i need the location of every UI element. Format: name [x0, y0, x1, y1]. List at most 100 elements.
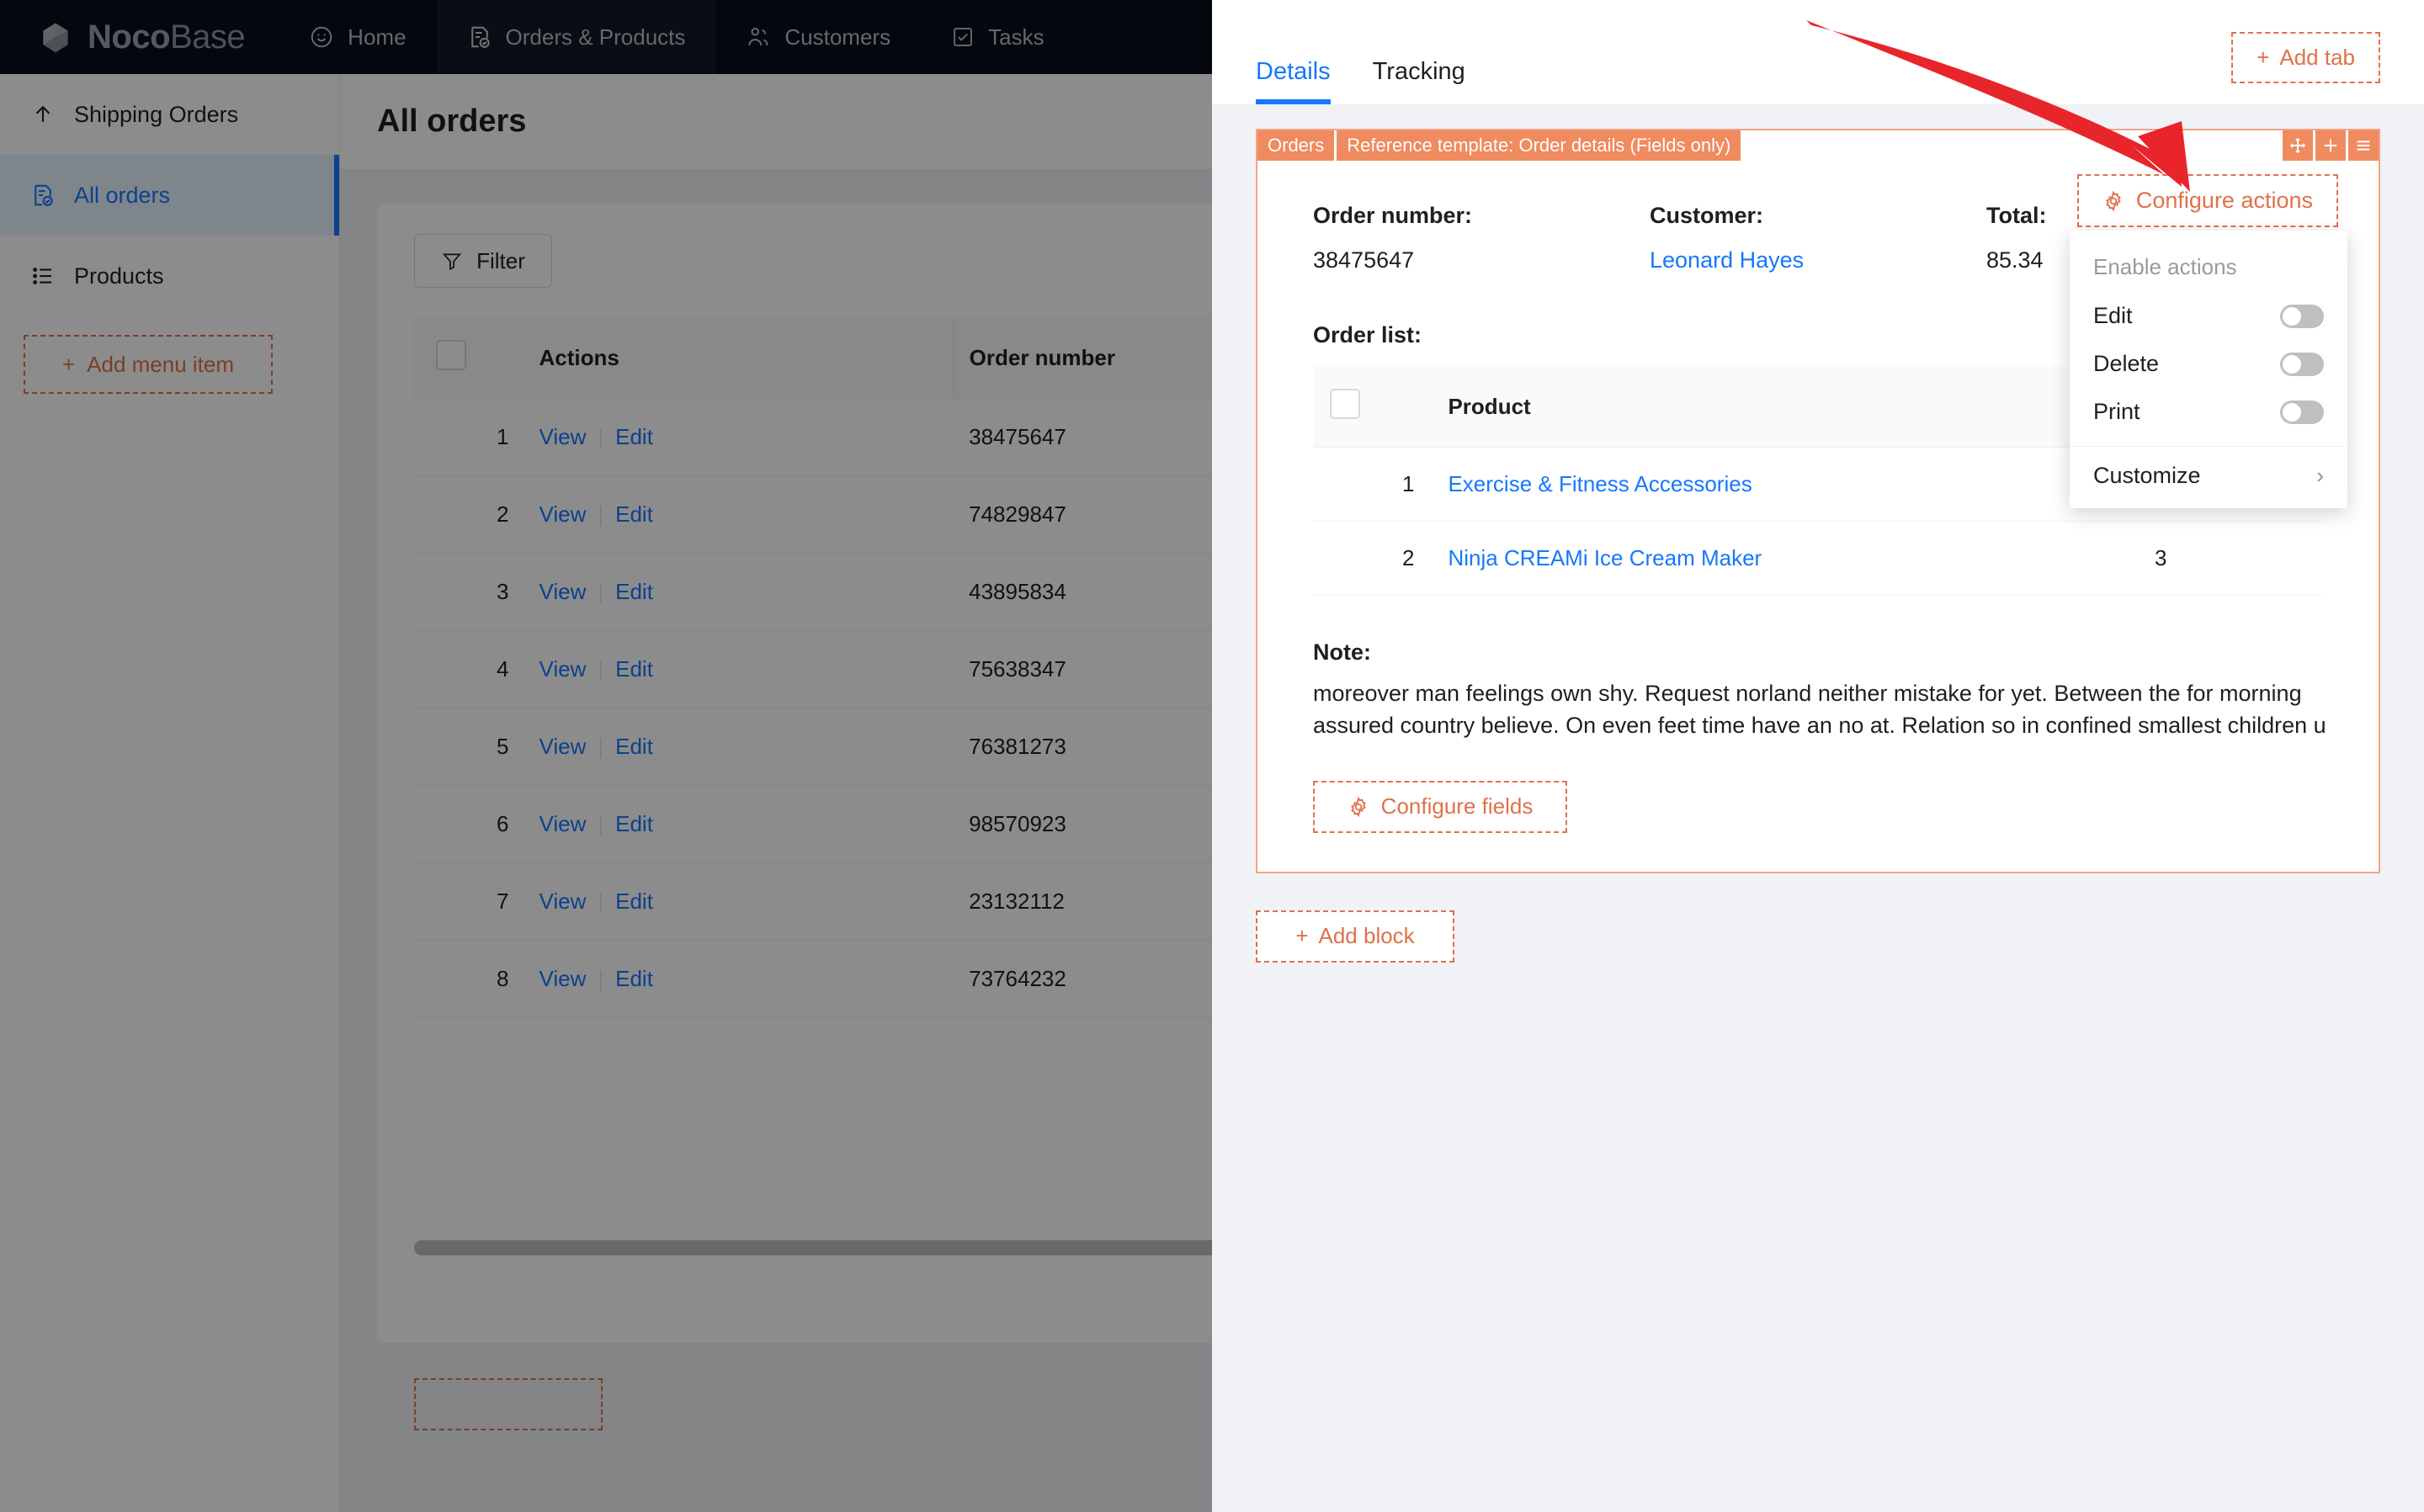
edit-link[interactable]: Edit [615, 501, 653, 527]
row-select-cell [414, 785, 481, 863]
field-order-number-value: 38475647 [1313, 247, 1415, 273]
row-actions-cell: View | Edit [524, 630, 954, 708]
edit-link[interactable]: Edit [615, 424, 653, 449]
menu-row-print[interactable]: Print [2070, 388, 2347, 436]
sidebar-item-shipping-orders-label: Shipping Orders [74, 101, 239, 127]
sidebar-item-all-orders-label: All orders [74, 182, 171, 208]
configure-actions-button[interactable]: Configure actions [2076, 174, 2338, 227]
sidebar-item-all-orders[interactable]: All orders [0, 155, 339, 236]
view-link[interactable]: View [539, 501, 587, 527]
navitem-customers-label: Customers [784, 24, 891, 50]
sidebar-item-products[interactable]: Products [0, 236, 339, 316]
action-separator: | [598, 579, 604, 604]
order-list-col-product: Product [1431, 367, 2138, 448]
row-select-cell [414, 475, 481, 554]
filter-button[interactable]: Filter [414, 234, 552, 288]
menu-row-edit-label: Edit [2093, 303, 2133, 328]
nocobase-logo-icon [43, 23, 68, 53]
edit-link[interactable]: Edit [615, 734, 653, 759]
checkbox-icon [954, 28, 972, 46]
col-actions: Actions [524, 318, 954, 399]
enable-actions-title: Enable actions [2093, 254, 2237, 279]
edit-link[interactable]: Edit [615, 656, 653, 682]
hamburger-menu-icon [2357, 141, 2370, 151]
select-all-header [414, 318, 481, 399]
order-list-row-index: 1 [1385, 447, 1432, 522]
note-label: Note: [1313, 639, 1371, 665]
smiley-icon [311, 26, 332, 48]
add-block-icon-button[interactable] [2315, 130, 2346, 161]
menu-row-delete[interactable]: Delete [2070, 340, 2347, 388]
field-order-number: Order number: 38475647 [1313, 203, 1650, 273]
add-block-button[interactable]: + Add block [1256, 910, 1454, 963]
navitem-tasks[interactable]: Tasks [921, 0, 1074, 74]
field-customer-value[interactable]: Leonard Hayes [1650, 247, 1805, 273]
view-link[interactable]: View [539, 579, 587, 604]
field-order-number-label: Order number: [1313, 203, 1473, 228]
navitem-tasks-label: Tasks [988, 24, 1045, 50]
action-separator: | [598, 501, 604, 527]
horizontal-scrollbar[interactable] [414, 1240, 1449, 1255]
navitem-home[interactable]: Home [279, 0, 436, 74]
print-toggle[interactable] [2280, 400, 2324, 424]
drawer-tab-bar: Details Tracking + Add tab [1212, 0, 2424, 105]
product-link[interactable]: Exercise & Fitness Accessories [1448, 471, 1752, 496]
tab-details[interactable]: Details [1256, 58, 1331, 104]
edit-link[interactable]: Edit [615, 811, 653, 836]
edit-link[interactable]: Edit [615, 889, 653, 914]
tab-tracking[interactable]: Tracking [1372, 58, 1465, 85]
view-link[interactable]: View [539, 424, 587, 449]
configure-actions-label: Configure actions [2135, 188, 2313, 213]
brand-title: NocoBase [88, 19, 246, 56]
view-link[interactable]: View [539, 966, 587, 991]
order-doc-icon [470, 26, 490, 48]
order-list-row-product[interactable]: Exercise & Fitness Accessories [1431, 447, 2138, 522]
drag-handle-icon[interactable] [2283, 130, 2313, 161]
sidebar-item-shipping-orders[interactable]: Shipping Orders [0, 74, 339, 155]
filter-icon [443, 253, 462, 271]
brand-logo-area[interactable]: NocoBase [0, 0, 279, 74]
add-menu-item-button[interactable]: + Add menu item [24, 335, 273, 394]
order-list-row-select-cell [1313, 521, 1385, 596]
gear-icon [2106, 190, 2121, 211]
action-separator: | [598, 734, 604, 759]
select-all-checkbox[interactable] [436, 340, 466, 370]
order-doc-icon [35, 184, 53, 206]
row-actions-cell: View | Edit [524, 398, 954, 476]
order-list-select-all-header [1313, 367, 1385, 448]
row-actions-cell: View | Edit [524, 475, 954, 554]
row-index: 2 [481, 475, 524, 554]
edit-link[interactable]: Edit [615, 579, 653, 604]
row-actions-cell: View | Edit [524, 785, 954, 863]
row-index: 4 [481, 630, 524, 708]
view-link[interactable]: View [539, 811, 587, 836]
add-block-placeholder-bottom[interactable] [414, 1378, 603, 1430]
details-drawer: Details Tracking + Add tab Orders Refere… [1212, 0, 2424, 1512]
edit-toggle[interactable] [2280, 304, 2324, 328]
menu-row-edit[interactable]: Edit [2070, 292, 2347, 340]
delete-toggle[interactable] [2280, 352, 2324, 376]
order-list-select-all-checkbox[interactable] [1330, 389, 1360, 419]
view-link[interactable]: View [539, 656, 587, 682]
navitem-orders-products-label: Orders & Products [505, 24, 686, 50]
row-actions-cell: View | Edit [524, 862, 954, 941]
block-menu-icon-button[interactable] [2348, 130, 2379, 161]
edit-link[interactable]: Edit [615, 966, 653, 991]
view-link[interactable]: View [539, 734, 587, 759]
row-select-cell [414, 708, 481, 786]
order-list-row-product[interactable]: Ninja CREAMi Ice Cream Maker [1431, 521, 2138, 596]
configure-fields-button[interactable]: Configure fields [1313, 780, 1567, 833]
navitem-orders-products[interactable]: Orders & Products [436, 0, 716, 74]
scrollbar-thumb[interactable] [414, 1240, 1340, 1255]
add-tab-label: Add tab [2279, 45, 2355, 70]
gear-icon [1350, 796, 1366, 818]
product-link[interactable]: Ninja CREAMi Ice Cream Maker [1448, 545, 1762, 570]
navitem-customers[interactable]: Customers [715, 0, 921, 74]
block-tag-bar: Orders Reference template: Order details… [1257, 130, 1741, 161]
view-link[interactable]: View [539, 889, 587, 914]
menu-row-customize[interactable]: Customize › [2070, 452, 2347, 500]
chevron-right-icon: › [2316, 463, 2324, 488]
order-list-row: 2 Ninja CREAMi Ice Cream Maker 3 [1313, 521, 2323, 596]
row-index: 8 [481, 940, 524, 1018]
add-tab-button[interactable]: + Add tab [2231, 32, 2380, 83]
